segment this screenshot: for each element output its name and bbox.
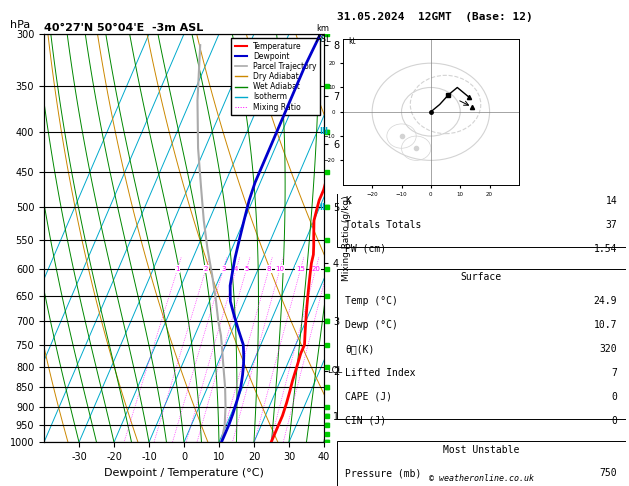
Text: Lifted Index: Lifted Index bbox=[345, 368, 416, 378]
Text: 4: 4 bbox=[234, 266, 238, 272]
Text: CAPE (J): CAPE (J) bbox=[345, 392, 392, 402]
Text: 8: 8 bbox=[267, 266, 271, 272]
Text: 0: 0 bbox=[611, 416, 617, 426]
Text: II: II bbox=[320, 203, 326, 212]
Y-axis label: hPa: hPa bbox=[10, 20, 30, 30]
Text: 40°27'N 50°04'E  -3m ASL: 40°27'N 50°04'E -3m ASL bbox=[44, 23, 203, 33]
Text: K: K bbox=[345, 196, 351, 206]
Text: CIN (J): CIN (J) bbox=[345, 416, 386, 426]
Legend: Temperature, Dewpoint, Parcel Trajectory, Dry Adiabat, Wet Adiabat, Isotherm, Mi: Temperature, Dewpoint, Parcel Trajectory… bbox=[231, 38, 320, 115]
Text: 37: 37 bbox=[606, 220, 617, 230]
Text: 7: 7 bbox=[611, 368, 617, 378]
Y-axis label: Mixing Ratio (g/kg): Mixing Ratio (g/kg) bbox=[342, 195, 351, 281]
Text: 24.9: 24.9 bbox=[594, 296, 617, 306]
Text: Totals Totals: Totals Totals bbox=[345, 220, 421, 230]
Text: 10: 10 bbox=[276, 266, 284, 272]
Text: 14: 14 bbox=[606, 196, 617, 206]
Text: 320: 320 bbox=[599, 344, 617, 354]
X-axis label: Dewpoint / Temperature (°C): Dewpoint / Temperature (°C) bbox=[104, 468, 264, 478]
Text: LCL: LCL bbox=[326, 366, 342, 375]
Text: kt: kt bbox=[348, 37, 356, 46]
Text: Dewp (°C): Dewp (°C) bbox=[345, 320, 398, 330]
Text: Temp (°C): Temp (°C) bbox=[345, 296, 398, 306]
Text: km
ASL: km ASL bbox=[316, 24, 332, 44]
Text: 1: 1 bbox=[175, 266, 180, 272]
Text: 3: 3 bbox=[221, 266, 226, 272]
Text: 2: 2 bbox=[204, 266, 208, 272]
Text: 15: 15 bbox=[296, 266, 305, 272]
Text: 0: 0 bbox=[611, 392, 617, 402]
Text: 31.05.2024  12GMT  (Base: 12): 31.05.2024 12GMT (Base: 12) bbox=[337, 12, 532, 22]
Text: PW (cm): PW (cm) bbox=[345, 243, 386, 254]
Text: © weatheronline.co.uk: © weatheronline.co.uk bbox=[429, 474, 533, 483]
Text: 1.54: 1.54 bbox=[594, 243, 617, 254]
Text: Surface: Surface bbox=[460, 272, 502, 282]
Text: 20: 20 bbox=[311, 266, 320, 272]
Text: Pressure (mb): Pressure (mb) bbox=[345, 469, 421, 478]
Text: Most Unstable: Most Unstable bbox=[443, 445, 520, 454]
Text: 750: 750 bbox=[599, 469, 617, 478]
Text: 5: 5 bbox=[245, 266, 248, 272]
Text: 10.7: 10.7 bbox=[594, 320, 617, 330]
Text: θᴇ(K): θᴇ(K) bbox=[345, 344, 375, 354]
Text: III: III bbox=[320, 127, 328, 136]
